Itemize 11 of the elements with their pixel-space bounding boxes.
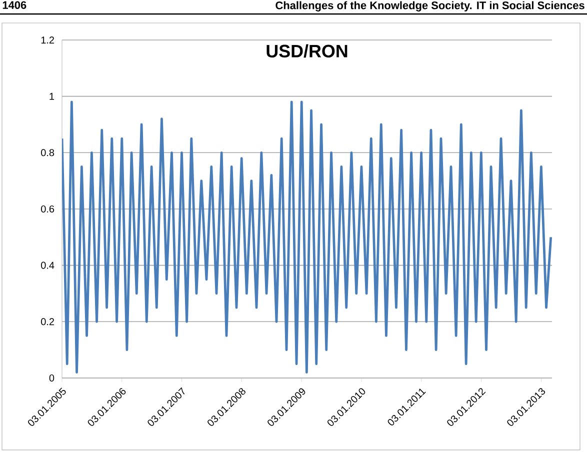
y-tick-label: 0.2 bbox=[41, 318, 54, 326]
y-tick-label: 1.2 bbox=[41, 36, 54, 44]
y-tick-label: 0.8 bbox=[41, 149, 54, 156]
chart-title: USD/RON bbox=[266, 44, 348, 58]
y-tick-label: 1 bbox=[50, 92, 54, 100]
text: Challenges of the Knowledge Society. IT in Social Sciences bbox=[276, 1, 584, 12]
y-tick-label: 0.6 bbox=[41, 205, 54, 213]
text: 1406 bbox=[2, 1, 26, 9]
y-tick-label: 0 bbox=[49, 374, 54, 382]
y-tick-label: 0.4 bbox=[41, 262, 54, 269]
line-series bbox=[62, 100, 552, 374]
